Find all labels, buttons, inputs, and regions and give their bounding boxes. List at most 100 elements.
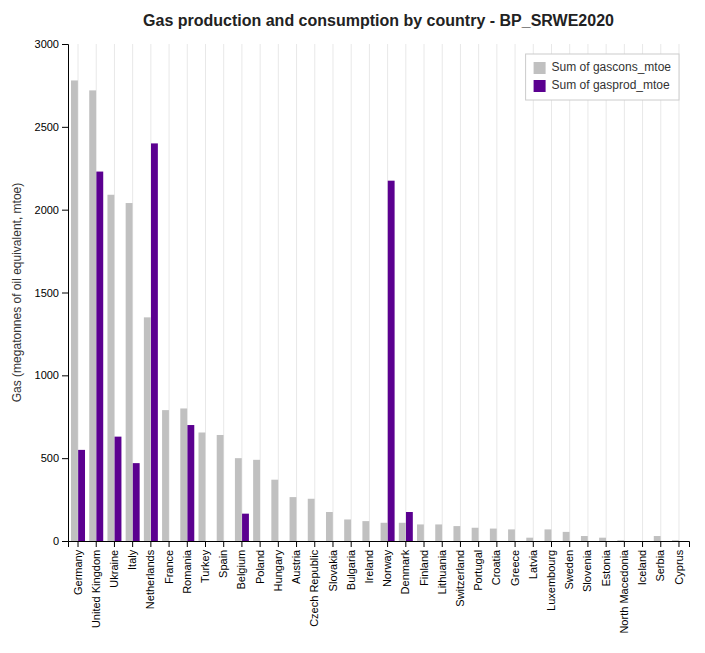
x-tick-label: Spain	[217, 550, 229, 578]
x-tick-label: Norway	[381, 549, 393, 587]
bar	[472, 528, 479, 541]
x-tick-label: Estonia	[600, 549, 612, 587]
x-tick-label: Latvia	[527, 549, 539, 579]
x-tick-mark	[387, 541, 388, 547]
x-tick-label: Italy	[126, 549, 138, 570]
x-tick-mark	[351, 541, 352, 547]
y-tick: 1000	[35, 369, 68, 381]
grid-line	[296, 44, 297, 541]
y-tick-mark	[62, 375, 68, 376]
x-tick-mark	[496, 541, 497, 547]
x-tick: Belgium	[235, 541, 247, 590]
bar	[187, 425, 194, 541]
x-tick-mark	[241, 541, 242, 547]
x-tick: Latvia	[527, 541, 539, 579]
bar	[370, 541, 377, 542]
bar	[617, 540, 624, 541]
grid-line	[569, 44, 570, 541]
x-tick-label: Finland	[418, 550, 430, 586]
x-tick-mark	[278, 541, 279, 547]
bar	[490, 529, 497, 541]
bar	[115, 437, 122, 541]
bar	[479, 541, 486, 542]
bar	[588, 541, 595, 542]
x-tick-label: Bulgaria	[345, 549, 357, 590]
grid-line	[515, 44, 516, 541]
bar	[169, 541, 176, 542]
x-tick-mark	[150, 541, 151, 547]
bar	[271, 480, 278, 541]
bar	[206, 541, 213, 542]
legend-items: Sum of gascons_mtoeSum of gasprod_mtoe	[534, 60, 672, 92]
x-tick-label: North Macedonia	[618, 549, 630, 634]
x-tick-mark	[296, 541, 297, 547]
x-tick-mark	[515, 541, 516, 547]
bar	[224, 541, 231, 542]
y-tick: 0	[53, 535, 68, 547]
bar	[643, 541, 650, 542]
bar	[198, 432, 205, 541]
bar	[78, 450, 85, 541]
y-tick-mark	[62, 210, 68, 211]
x-tick-label: Turkey	[199, 549, 211, 583]
bar	[253, 460, 260, 541]
x-tick-mark	[478, 541, 479, 547]
x-tick: Slovenia	[581, 541, 593, 592]
bar	[333, 541, 340, 542]
x-tick: Slovakia	[326, 541, 338, 591]
bar	[362, 521, 369, 541]
y-axis-line	[62, 45, 69, 542]
x-tick-label: Netherlands	[144, 549, 156, 609]
bar	[235, 458, 242, 541]
x-tick-label: Luxembourg	[545, 550, 557, 611]
grid-line	[660, 44, 661, 541]
x-tick-mark	[569, 541, 570, 547]
x-tick-mark	[260, 541, 261, 547]
bar	[461, 541, 468, 542]
x-tick-mark	[132, 541, 133, 547]
grid-line	[351, 44, 352, 541]
legend-swatch	[534, 80, 546, 92]
y-tick-label: 500	[41, 452, 59, 464]
x-tick-label: Germany	[72, 549, 84, 595]
y-tick: 1500	[35, 287, 68, 299]
x-tick-mark	[424, 541, 425, 547]
grid-line	[314, 44, 315, 541]
x-tick-mark	[369, 541, 370, 547]
x-tick: Switzerland	[454, 541, 466, 607]
x-tick-mark	[169, 541, 170, 547]
grid-line	[533, 44, 534, 541]
x-tick: Bulgaria	[345, 541, 357, 590]
bar	[435, 524, 442, 541]
grid-line	[369, 44, 370, 541]
bar	[654, 536, 661, 541]
x-tick: Hungary	[272, 541, 284, 591]
x-tick: Greece	[509, 541, 521, 586]
x-tick: Lithuania	[436, 541, 448, 594]
bar	[144, 317, 151, 541]
x-tick-mark	[660, 541, 661, 547]
bar	[351, 541, 358, 542]
x-tick: Italy	[126, 541, 138, 570]
y-tick: 2500	[35, 121, 68, 133]
grid-line	[678, 44, 679, 541]
x-tick: Netherlands	[144, 541, 156, 609]
chart: GermanyUnited KingdomUkraineItalyNetherl…	[0, 0, 705, 653]
x-tick: Iceland	[636, 541, 648, 585]
bar	[260, 541, 267, 542]
x-tick-label: Lithuania	[436, 549, 448, 595]
bar-series	[71, 80, 679, 541]
y-tick-mark	[62, 458, 68, 459]
x-tick-mark	[460, 541, 461, 547]
grid-line	[587, 44, 588, 541]
x-tick-label: Cyprus	[673, 549, 685, 584]
bar	[661, 541, 668, 542]
bar	[180, 408, 187, 541]
bar	[552, 541, 559, 542]
x-tick-mark	[533, 541, 534, 547]
x-tick-label: Ireland	[363, 550, 375, 584]
grid-line	[496, 44, 497, 541]
bar	[545, 529, 552, 541]
x-tick-mark	[642, 541, 643, 547]
x-tick-mark	[332, 541, 333, 547]
